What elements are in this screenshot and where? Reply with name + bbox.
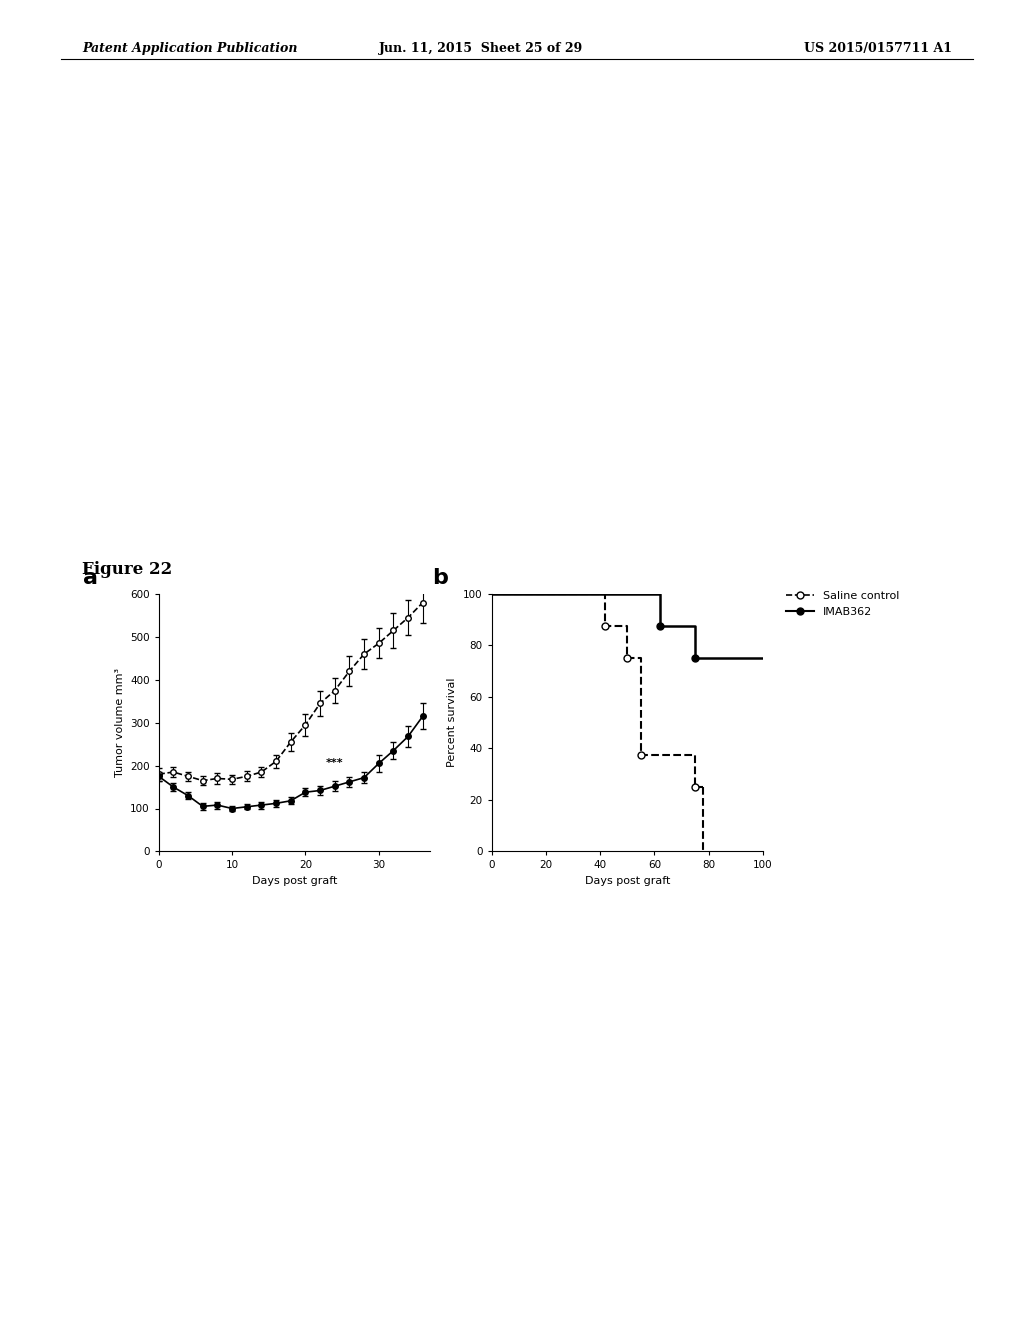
Text: b: b [432, 568, 447, 589]
Text: Patent Application Publication: Patent Application Publication [82, 42, 297, 55]
Y-axis label: Percent survival: Percent survival [447, 678, 458, 767]
X-axis label: Days post graft: Days post graft [252, 876, 337, 886]
X-axis label: Days post graft: Days post graft [585, 876, 670, 886]
Text: a: a [83, 568, 97, 589]
Y-axis label: Tumor volume mm³: Tumor volume mm³ [115, 668, 125, 777]
Text: US 2015/0157711 A1: US 2015/0157711 A1 [804, 42, 952, 55]
Text: Jun. 11, 2015  Sheet 25 of 29: Jun. 11, 2015 Sheet 25 of 29 [379, 42, 584, 55]
Text: Figure 22: Figure 22 [82, 561, 172, 578]
Legend: Saline control, IMAB362: Saline control, IMAB362 [782, 586, 904, 622]
Text: ***: *** [326, 758, 343, 768]
